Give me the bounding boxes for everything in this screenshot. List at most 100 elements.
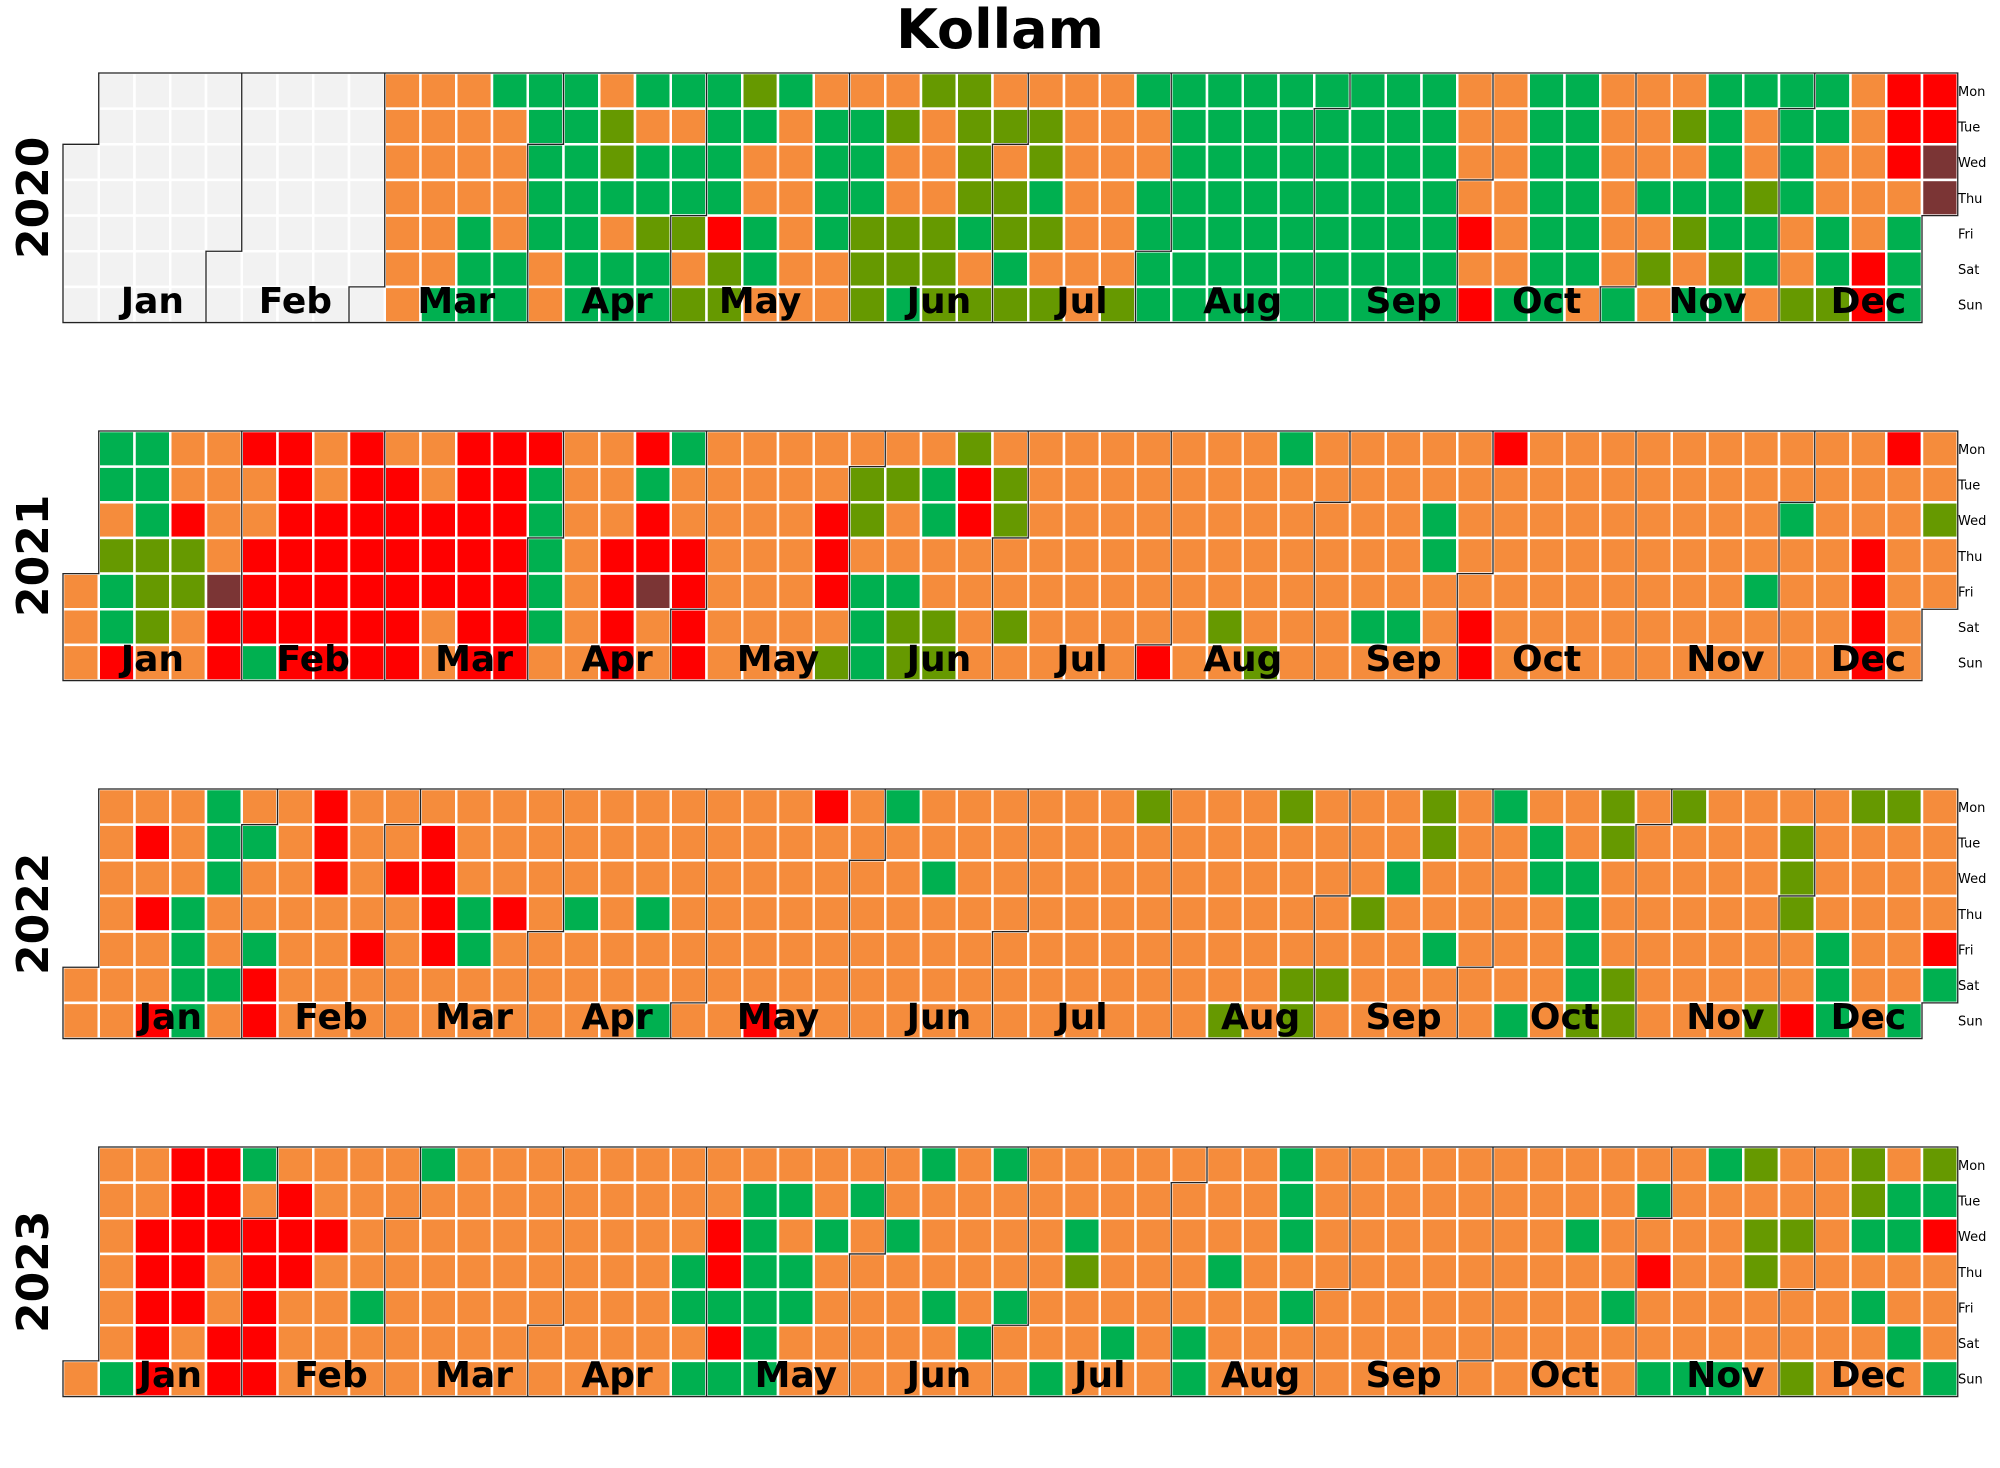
years-layer: Jan Feb Mar Apr May Jun Jul Aug Sep Oct Nov Dec Mon T… bbox=[8, 71, 1986, 1398]
day-cell bbox=[705, 1145, 744, 1184]
day-cell bbox=[455, 214, 494, 253]
day-cell bbox=[562, 178, 601, 217]
month-border bbox=[527, 789, 565, 1039]
day-cell bbox=[383, 930, 422, 969]
day-cell bbox=[1062, 1181, 1101, 1220]
month-label: Oct bbox=[1512, 639, 1581, 680]
day-cell bbox=[97, 143, 136, 182]
day-cell bbox=[1634, 465, 1673, 504]
day-cell bbox=[526, 1359, 565, 1398]
day-cell bbox=[1920, 966, 1959, 1005]
day-cell bbox=[276, 608, 315, 647]
day-cell bbox=[1134, 859, 1173, 898]
day-cell bbox=[1742, 859, 1781, 898]
day-cell bbox=[1885, 787, 1924, 826]
day-cell bbox=[848, 107, 887, 146]
month-label: Apr bbox=[581, 997, 653, 1038]
day-cell bbox=[383, 643, 422, 682]
day-cell bbox=[383, 285, 422, 324]
day-cell bbox=[276, 859, 315, 898]
day-cell bbox=[669, 465, 708, 504]
day-cell bbox=[383, 608, 422, 647]
day-cell bbox=[526, 214, 565, 253]
day-cell bbox=[455, 143, 494, 182]
day-cell bbox=[991, 1001, 1030, 1040]
day-cell bbox=[133, 1252, 172, 1291]
day-cell bbox=[1777, 894, 1816, 933]
day-cell bbox=[204, 1181, 243, 1220]
day-cell bbox=[991, 787, 1030, 826]
day-cell bbox=[490, 214, 529, 253]
day-cell bbox=[383, 501, 422, 540]
day-cell bbox=[1563, 107, 1602, 146]
day-cell bbox=[1170, 643, 1209, 682]
day-cell bbox=[133, 1324, 172, 1363]
day-cell bbox=[312, 178, 351, 217]
day-cell bbox=[884, 1252, 923, 1291]
month-label: Nov bbox=[1686, 997, 1764, 1038]
day-cell bbox=[204, 143, 243, 182]
day-cell bbox=[955, 429, 994, 468]
day-cell bbox=[705, 1252, 744, 1291]
month-border bbox=[1778, 1147, 1816, 1397]
day-cell bbox=[347, 71, 386, 110]
day-cell bbox=[204, 572, 243, 611]
day-cell bbox=[240, 643, 279, 682]
day-cell bbox=[884, 572, 923, 611]
weekday-label: Fri bbox=[1958, 1301, 1974, 1316]
day-cell bbox=[1420, 894, 1459, 933]
day-cell bbox=[1027, 787, 1066, 826]
day-cell bbox=[1098, 501, 1137, 540]
day-cell bbox=[1456, 787, 1495, 826]
day-cell bbox=[526, 143, 565, 182]
day-cell bbox=[1098, 214, 1137, 253]
weekday-label: Wed bbox=[1958, 1230, 1986, 1245]
weekday-label: Fri bbox=[1958, 943, 1974, 958]
day-cell bbox=[169, 71, 208, 110]
day-cell bbox=[919, 143, 958, 182]
day-cell bbox=[598, 1252, 637, 1291]
day-cell bbox=[1634, 1181, 1673, 1220]
day-cell bbox=[1491, 214, 1530, 253]
day-cell bbox=[1384, 1145, 1423, 1184]
day-cell bbox=[1062, 787, 1101, 826]
day-cell bbox=[1420, 1217, 1459, 1256]
day-cell bbox=[884, 429, 923, 468]
day-cell bbox=[1205, 1252, 1244, 1291]
day-cell bbox=[991, 143, 1030, 182]
day-cell bbox=[204, 643, 243, 682]
day-cell bbox=[490, 143, 529, 182]
day-cell bbox=[347, 930, 386, 969]
day-cell bbox=[97, 1145, 136, 1184]
day-cell bbox=[1420, 823, 1459, 862]
day-cell bbox=[1313, 787, 1352, 826]
day-cell bbox=[1134, 1288, 1173, 1327]
day-cell bbox=[204, 536, 243, 575]
day-cell bbox=[1813, 1252, 1852, 1291]
day-cell bbox=[633, 930, 672, 969]
day-cell bbox=[1241, 572, 1280, 611]
day-cell bbox=[1348, 1217, 1387, 1256]
day-cell bbox=[419, 1145, 458, 1184]
day-cell bbox=[455, 536, 494, 575]
weekday-label: Mon bbox=[1958, 1159, 1985, 1174]
day-cell bbox=[1384, 501, 1423, 540]
month-border bbox=[1778, 73, 1816, 323]
month-label: May bbox=[737, 639, 819, 680]
day-cell bbox=[955, 1217, 994, 1256]
day-cell bbox=[1027, 823, 1066, 862]
day-cell bbox=[133, 107, 172, 146]
day-cell bbox=[1348, 1359, 1387, 1398]
day-cell bbox=[1205, 107, 1244, 146]
day-cell bbox=[1813, 1001, 1852, 1040]
day-cell bbox=[1384, 823, 1423, 862]
day-cell bbox=[240, 501, 279, 540]
day-cell bbox=[1456, 214, 1495, 253]
day-cell bbox=[1420, 536, 1459, 575]
day-cell bbox=[919, 1181, 958, 1220]
day-cell bbox=[97, 214, 136, 253]
day-cell bbox=[884, 71, 923, 110]
day-cell bbox=[1420, 1181, 1459, 1220]
day-cell bbox=[1599, 429, 1638, 468]
day-cell bbox=[955, 501, 994, 540]
